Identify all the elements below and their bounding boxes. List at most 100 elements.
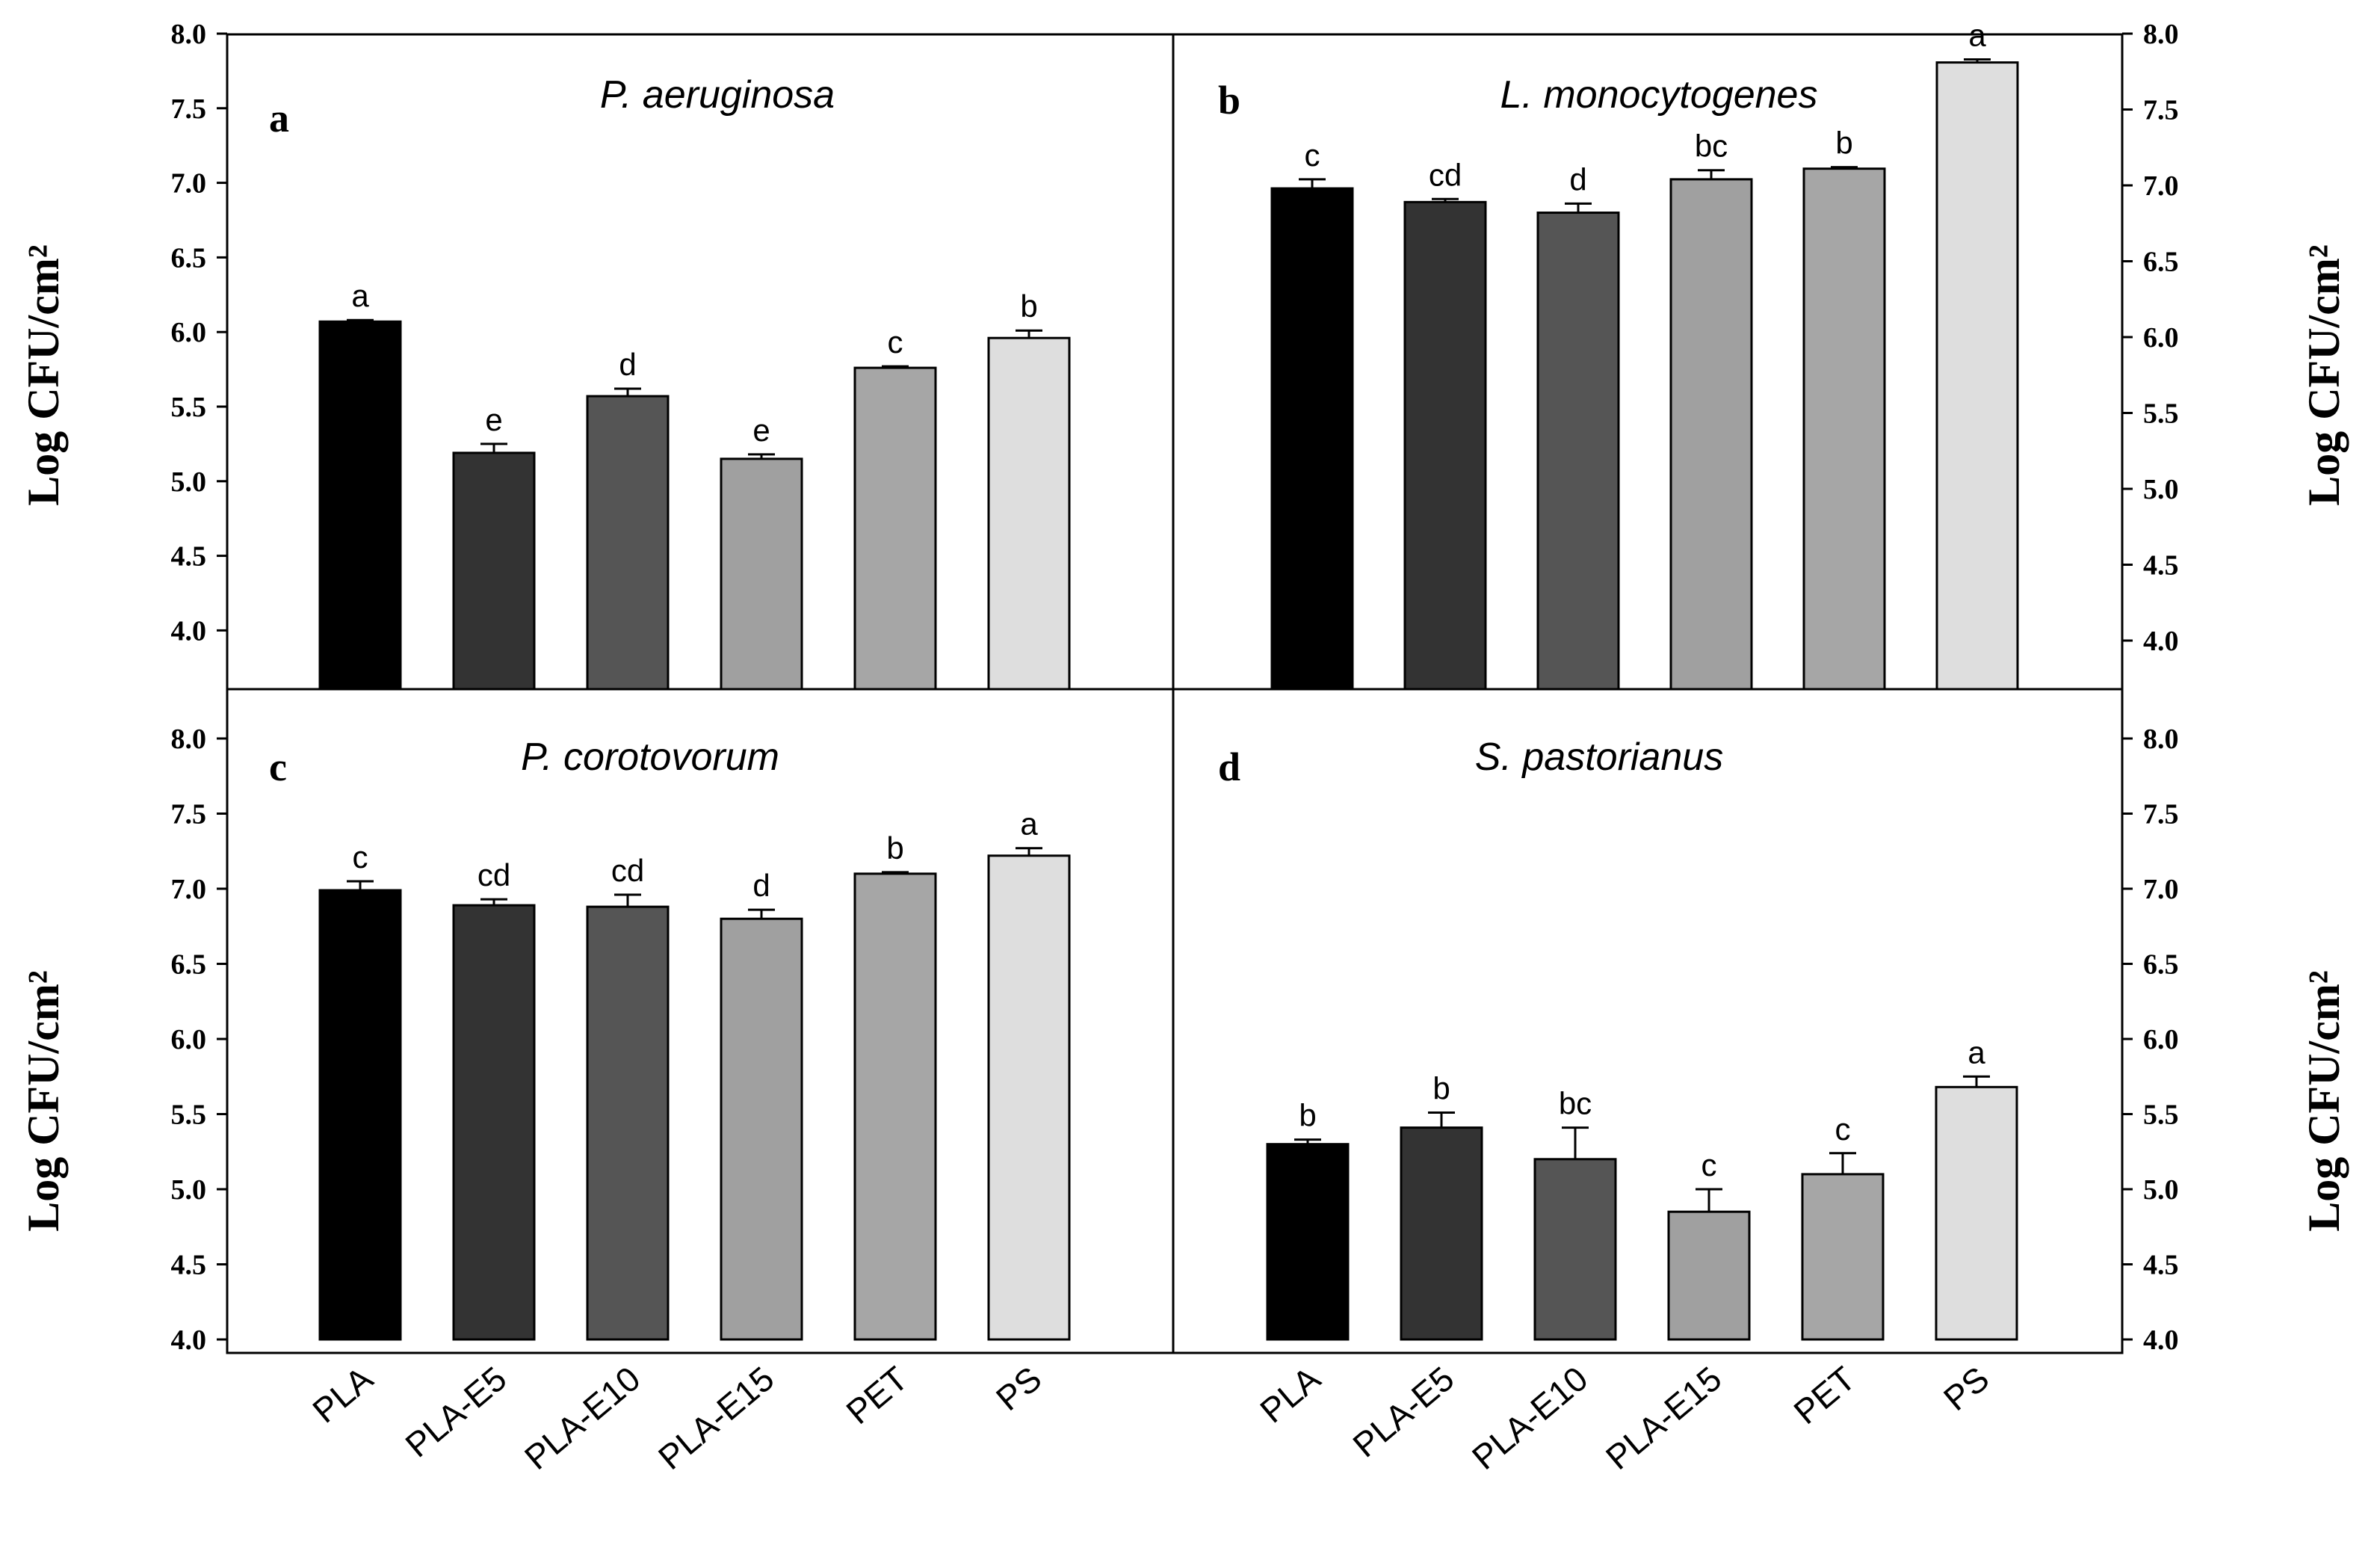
y-axis-title-right-bottom: Log CFU/cm²	[2299, 970, 2349, 1232]
y-tick-label: 6.5	[171, 949, 207, 981]
significance-letter: bc	[1695, 129, 1728, 164]
bar-pla-e5	[452, 451, 536, 691]
panel-b-letter: b	[1218, 78, 1240, 123]
y-axis-ticks-panel-d: 8.0 7.5 7.0 6.5 6.0 5.5 5.0 4.5 4.0	[2122, 724, 2179, 1356]
y-tick-label: 8.0	[171, 724, 207, 755]
panel-a-letter: a	[269, 96, 289, 141]
panel-d-frame	[1172, 688, 2124, 1354]
y-axis-title-left-bottom: Log CFU/cm²	[19, 970, 68, 1232]
panel-b-title: L. monocytogenes	[1500, 73, 1818, 117]
y-tick-label: 7.0	[171, 874, 207, 905]
category-label: PLA-E10	[1465, 1359, 1595, 1477]
significance-letter: a	[1968, 1034, 1985, 1070]
panel-c-title: P. corotovorum	[521, 736, 779, 779]
bar-ps	[987, 854, 1071, 1341]
bar-ps	[987, 336, 1071, 691]
y-tick-label: 4.5	[171, 541, 207, 573]
y-tick-label: 7.0	[171, 168, 207, 200]
y-tick-label: 4.5	[2143, 1250, 2179, 1281]
category-label: PLA-E5	[398, 1359, 514, 1465]
significance-letter: c	[888, 324, 903, 360]
y-tick-label: 4.0	[171, 1325, 207, 1356]
y-axis-title-left-top: Log CFU/cm²	[19, 244, 68, 506]
y-tick-label: 6.0	[2143, 322, 2179, 354]
x-axis-labels-panel-d: PLA PLA-E5 PLA-E10 PLA-E15 PET PS	[1252, 1359, 1996, 1477]
significance-letter: d	[1569, 161, 1586, 197]
bar-pla-e5	[452, 904, 536, 1341]
y-tick-label: 8.0	[2143, 19, 2179, 50]
y-tick-label: 4.0	[2143, 626, 2179, 657]
bar-pla-e10	[1536, 212, 1620, 691]
category-label: PLA	[305, 1359, 380, 1431]
bar-pet	[853, 872, 937, 1341]
bars-panel-c: c cd cd d b a	[318, 807, 1071, 1341]
bar-pet	[1801, 1173, 1885, 1341]
category-label: PS	[989, 1359, 1048, 1418]
significance-letter: c	[1701, 1147, 1717, 1182]
bars-panel-d: b b bc c c a	[1266, 1034, 2018, 1341]
bar-ps	[1935, 1085, 2018, 1341]
bar-pla	[1266, 1143, 1350, 1341]
bar-pla-e15	[1667, 1210, 1751, 1341]
bar-pla-e10	[586, 905, 670, 1341]
bar-pet	[1802, 167, 1886, 691]
significance-letter: bc	[1559, 1086, 1592, 1121]
y-axis-title-right-top: Log CFU/cm²	[2299, 244, 2349, 506]
significance-letter: d	[752, 868, 770, 903]
y-axis-ticks-panel-a: 8.0 7.5 7.0 6.5 6.0 5.5 5.0 4.5 4.0	[171, 19, 227, 647]
y-axis-ticks-panel-b: 8.0 7.5 7.0 6.5 6.0 5.5 5.0 4.5 4.0	[2122, 19, 2179, 657]
bar-pla	[1270, 187, 1354, 691]
y-tick-label: 6.0	[2143, 1024, 2179, 1055]
bar-pla-e5	[1400, 1126, 1483, 1341]
y-tick-label: 6.5	[2143, 949, 2179, 981]
y-tick-label: 5.5	[171, 392, 207, 423]
category-label: PLA-E15	[651, 1359, 781, 1477]
y-tick-label: 7.5	[171, 799, 207, 830]
category-label: PET	[1786, 1359, 1862, 1431]
significance-letter: b	[1432, 1070, 1450, 1106]
x-axis-labels-panel-c: PLA PLA-E5 PLA-E10 PLA-E15 PET PS	[305, 1359, 1048, 1477]
y-tick-label: 5.0	[171, 1174, 207, 1206]
significance-letter: e	[485, 402, 502, 437]
bar-pla-e5	[1403, 200, 1487, 691]
bars-panel-a: a e d e c b	[318, 278, 1071, 691]
bar-pla-e15	[720, 457, 803, 691]
significance-letter: b	[886, 830, 903, 866]
significance-letter: c	[353, 839, 368, 875]
y-tick-label: 5.0	[2143, 1174, 2179, 1206]
bar-pet	[853, 366, 937, 691]
bar-pla	[318, 889, 402, 1341]
y-tick-label: 5.5	[2143, 1100, 2179, 1131]
bar-pla-e15	[1669, 178, 1753, 691]
panel-d-title: S. pastorianus	[1475, 736, 1723, 779]
significance-letter: b	[1299, 1098, 1316, 1133]
y-tick-label: 6.5	[2143, 247, 2179, 278]
bar-pla-e10	[586, 395, 670, 691]
category-label: PLA-E15	[1598, 1359, 1728, 1477]
y-tick-label: 5.5	[2143, 398, 2179, 430]
y-tick-label: 7.5	[171, 93, 207, 125]
significance-letter: e	[752, 413, 770, 448]
y-axis-ticks-panel-c: 8.0 7.5 7.0 6.5 6.0 5.5 5.0 4.5 4.0	[171, 724, 227, 1356]
bar-ps	[1935, 61, 2019, 691]
category-label: PET	[838, 1359, 915, 1431]
y-tick-label: 7.5	[2143, 799, 2179, 830]
y-tick-label: 5.0	[2143, 474, 2179, 505]
y-tick-label: 4.5	[2143, 550, 2179, 582]
y-tick-label: 6.0	[171, 1024, 207, 1055]
significance-letter: b	[1020, 289, 1037, 324]
y-tick-label: 4.5	[171, 1250, 207, 1281]
panel-a-title: P. aeruginosa	[600, 73, 835, 117]
y-tick-label: 4.0	[171, 615, 207, 647]
significance-letter: a	[1020, 807, 1038, 842]
y-tick-label: 6.5	[171, 242, 207, 274]
y-tick-label: 4.0	[2143, 1325, 2179, 1356]
bar-pla-e10	[1533, 1158, 1617, 1341]
bar-pla-e15	[720, 917, 803, 1341]
significance-letter: a	[351, 278, 369, 313]
bar-pla	[318, 320, 402, 691]
category-label: PLA-E10	[517, 1359, 647, 1477]
significance-letter: cd	[1429, 157, 1462, 192]
y-tick-label: 7.5	[2143, 95, 2179, 126]
category-label: PLA	[1252, 1359, 1327, 1431]
